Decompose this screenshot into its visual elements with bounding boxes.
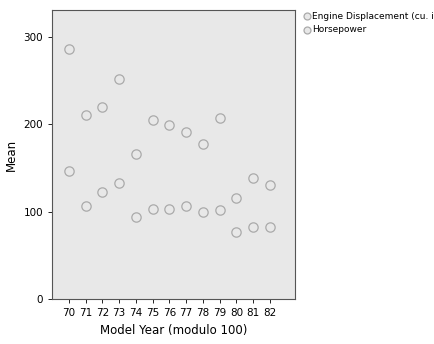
Point — [115, 76, 122, 82]
Point — [250, 175, 256, 180]
Point — [149, 206, 156, 212]
Point — [82, 112, 89, 118]
Point — [183, 203, 190, 208]
Point — [266, 225, 273, 230]
Point — [99, 190, 106, 195]
Point — [132, 214, 139, 220]
Point — [233, 195, 240, 201]
Y-axis label: Mean: Mean — [5, 139, 18, 171]
Point — [132, 151, 139, 157]
Point — [99, 104, 106, 109]
Point — [183, 129, 190, 135]
Point — [200, 141, 207, 147]
Point — [115, 180, 122, 185]
Point — [216, 207, 223, 213]
Point — [166, 122, 173, 128]
Legend: Engine Displacement (cu. inches), Horsepower: Engine Displacement (cu. inches), Horsep… — [302, 9, 434, 37]
Point — [200, 209, 207, 214]
Point — [250, 225, 256, 230]
Point — [149, 117, 156, 122]
Point — [82, 203, 89, 208]
Point — [66, 168, 72, 173]
Point — [233, 229, 240, 235]
Point — [266, 182, 273, 187]
X-axis label: Model Year (modulo 100): Model Year (modulo 100) — [100, 324, 247, 337]
Point — [66, 46, 72, 52]
Point — [166, 206, 173, 212]
Point — [216, 115, 223, 121]
